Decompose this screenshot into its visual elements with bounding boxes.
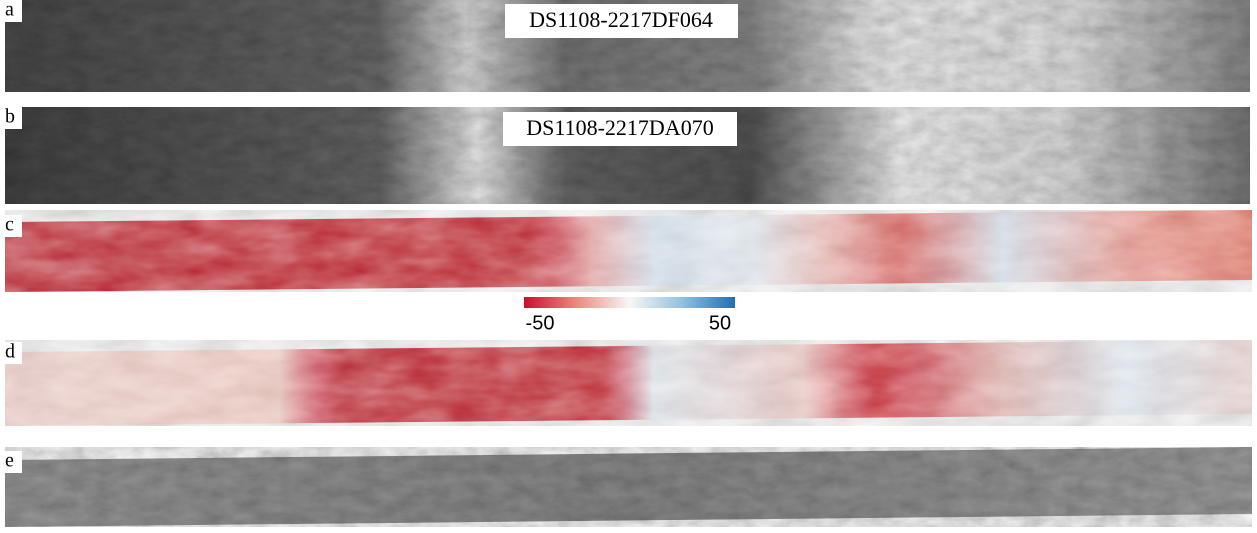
colorbar-max-label: 50 [709, 312, 731, 334]
image-title: DS1108-2217DA070 [526, 115, 713, 140]
panel-label: b [5, 106, 15, 128]
colorbar-min-label: -50 [526, 312, 555, 334]
difference-strip [5, 210, 1252, 292]
difference-strip [5, 340, 1252, 426]
image-title: DS1108-2217DF064 [529, 7, 713, 32]
panel-label: e [5, 450, 14, 472]
hillshade-strip [5, 447, 1252, 527]
colorbar [524, 297, 735, 308]
panel-label: c [5, 214, 14, 236]
panel-label: a [5, 0, 14, 21]
panel-label: d [5, 341, 15, 363]
figure: a b c d e DS1108-2217DF064 DS1108-2217DA… [0, 0, 1257, 533]
